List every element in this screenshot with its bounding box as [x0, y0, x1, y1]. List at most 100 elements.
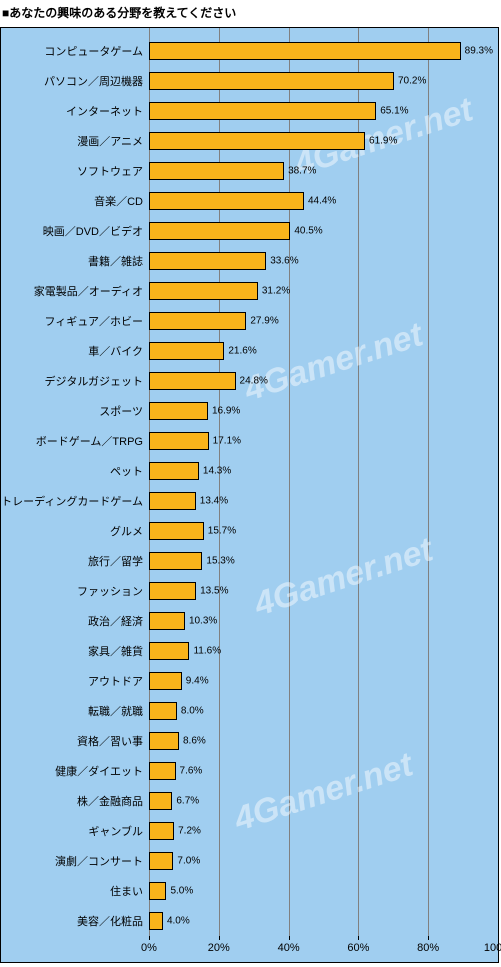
value-label: 33.6%	[270, 256, 298, 267]
bar-cell: 21.6%	[149, 336, 498, 366]
value-label: 44.4%	[308, 196, 336, 207]
category-label: 株／金融商品	[1, 793, 149, 809]
category-label: コンピュータゲーム	[1, 43, 149, 59]
value-label: 17.1%	[213, 436, 241, 447]
bar	[149, 102, 376, 120]
category-label: 転職／就職	[1, 703, 149, 719]
category-label: トレーディングカードゲーム	[1, 493, 149, 509]
x-tick-label: 0%	[141, 942, 157, 954]
value-label: 70.2%	[398, 76, 426, 87]
tick-mark	[219, 936, 220, 940]
bar-row: コンピュータゲーム89.3%	[1, 36, 498, 66]
category-label: 家電製品／オーディオ	[1, 283, 149, 299]
bar-row: 健康／ダイエット7.6%	[1, 756, 498, 786]
value-label: 24.8%	[240, 376, 268, 387]
bar-row: デジタルガジェット24.8%	[1, 366, 498, 396]
bar-cell: 38.7%	[149, 156, 498, 186]
value-label: 61.9%	[369, 136, 397, 147]
tick-mark	[498, 936, 499, 940]
bar-row: ペット14.3%	[1, 456, 498, 486]
value-label: 13.4%	[200, 496, 228, 507]
category-label: ボードゲーム／TRPG	[1, 433, 149, 449]
bar	[149, 552, 202, 570]
category-label: アウトドア	[1, 673, 149, 689]
bar-row: 株／金融商品 6.7%	[1, 786, 498, 816]
bar-cell: 17.1%	[149, 426, 498, 456]
bar	[149, 372, 236, 390]
category-label: グルメ	[1, 523, 149, 539]
value-label: 7.2%	[178, 826, 201, 837]
bar-row: 旅行／留学 15.3%	[1, 546, 498, 576]
bar-row: ソフトウェア 38.7%	[1, 156, 498, 186]
value-label: 38.7%	[288, 166, 316, 177]
bar-cell: 10.3%	[149, 606, 498, 636]
bar	[149, 732, 179, 750]
bar-cell: 15.3%	[149, 546, 498, 576]
bar	[149, 582, 196, 600]
bar-cell: 8.6%	[149, 726, 498, 756]
category-label: ギャンブル	[1, 823, 149, 839]
value-label: 5.0%	[170, 886, 193, 897]
bar-cell: 14.3%	[149, 456, 498, 486]
bar	[149, 792, 172, 810]
value-label: 31.2%	[262, 286, 290, 297]
value-label: 21.6%	[228, 346, 256, 357]
chart-container: 4Gamer.net4Gamer.net4Gamer.net4Gamer.net…	[0, 27, 499, 963]
bar	[149, 462, 199, 480]
bar	[149, 312, 246, 330]
category-label: インターネット	[1, 103, 149, 119]
bar	[149, 822, 174, 840]
value-label: 15.7%	[208, 526, 236, 537]
category-label: 住まい	[1, 883, 149, 899]
bar	[149, 702, 177, 720]
category-label: 美容／化粧品	[1, 913, 149, 929]
bar	[149, 402, 208, 420]
x-tick-label: 20%	[208, 942, 230, 954]
category-label: 政治／経済	[1, 613, 149, 629]
bar	[149, 252, 266, 270]
value-label: 6.7%	[176, 796, 199, 807]
bar	[149, 72, 394, 90]
tick-mark	[358, 936, 359, 940]
bar-cell: 33.6%	[149, 246, 498, 276]
bar-cell: 13.4%	[149, 486, 498, 516]
category-label: 演劇／コンサート	[1, 853, 149, 869]
category-label: 映画／DVD／ビデオ	[1, 223, 149, 239]
bar-row: 演劇／コンサート 7.0%	[1, 846, 498, 876]
bar-cell: 4.0%	[149, 906, 498, 936]
bar	[149, 342, 224, 360]
bar-cell: 27.9%	[149, 306, 498, 336]
bar	[149, 162, 284, 180]
category-label: 旅行／留学	[1, 553, 149, 569]
category-label: パソコン／周辺機器	[1, 73, 149, 89]
value-label: 11.6%	[193, 646, 221, 657]
x-tick-label: 80%	[417, 942, 439, 954]
x-axis: 0%20%40%60%80%100%	[1, 940, 498, 962]
bar-cell: 7.0%	[149, 846, 498, 876]
bar-row: フィギュア／ホビー27.9%	[1, 306, 498, 336]
bar-row: 書籍／雑誌33.6%	[1, 246, 498, 276]
bar-row: グルメ 15.7%	[1, 516, 498, 546]
value-label: 8.0%	[181, 706, 204, 717]
bar-row: 映画／DVD／ビデオ40.5%	[1, 216, 498, 246]
bar-cell: 61.9%	[149, 126, 498, 156]
category-label: 健康／ダイエット	[1, 763, 149, 779]
bar-row: スポーツ16.9%	[1, 396, 498, 426]
bar	[149, 642, 189, 660]
value-label: 7.0%	[177, 856, 200, 867]
bar-cell: 6.7%	[149, 786, 498, 816]
bar-row: 美容／化粧品4.0%	[1, 906, 498, 936]
bar-cell: 70.2%	[149, 66, 498, 96]
bar-row: アウトドア9.4%	[1, 666, 498, 696]
value-label: 14.3%	[203, 466, 231, 477]
bar	[149, 852, 173, 870]
value-label: 15.3%	[206, 556, 234, 567]
category-label: 漫画／アニメ	[1, 133, 149, 149]
category-label: ソフトウェア	[1, 163, 149, 179]
bar-cell: 5.0%	[149, 876, 498, 906]
bar-row: 家具／雑貨11.6%	[1, 636, 498, 666]
bar-row: 転職／就職 8.0%	[1, 696, 498, 726]
bar	[149, 132, 365, 150]
bar-cell: 40.5%	[149, 216, 498, 246]
bar-row: ギャンブル 7.2%	[1, 816, 498, 846]
